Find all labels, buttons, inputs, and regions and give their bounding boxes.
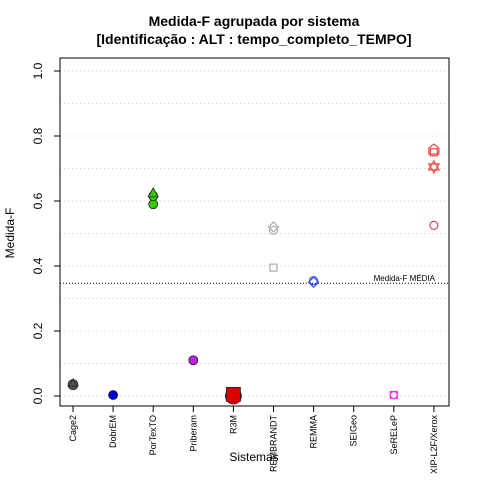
x-tick-label: SEIGeo xyxy=(349,415,359,447)
x-tick-label: DobrEM xyxy=(108,415,118,448)
y-axis-label: Medida-F xyxy=(3,208,17,259)
data-point xyxy=(389,390,398,400)
x-tick-label: XIP-L2F/Xerox xyxy=(429,415,439,475)
x-tick-label: R3M xyxy=(228,415,238,434)
data-point xyxy=(188,355,199,366)
data-point xyxy=(429,220,439,230)
x-axis-label: Sistemas xyxy=(229,450,278,464)
x-tick-label: PorTexTO xyxy=(148,415,158,455)
data-point xyxy=(147,187,159,198)
x-tick-label: Priberam xyxy=(188,415,198,452)
data-point xyxy=(307,276,320,289)
y-tick-label: 0.0 xyxy=(31,387,45,404)
chart-title-line2: [Identificação : ALT : tempo_completo_TE… xyxy=(96,31,411,47)
y-tick-label: 0.8 xyxy=(31,127,45,144)
data-point xyxy=(68,378,78,387)
plot-border xyxy=(59,57,450,407)
y-tick-label: 0.2 xyxy=(31,322,45,339)
data-point xyxy=(108,390,118,400)
data-point xyxy=(428,143,440,155)
data-point xyxy=(267,221,280,233)
x-tick-label: REMBRANDT xyxy=(269,415,279,473)
x-tick-label: Cage2 xyxy=(68,415,78,442)
chart-title-line1: Medida-F agrupada por sistema xyxy=(149,13,360,29)
plot-area: 0.0 0.2 0.4 0.6 0.8 1.0 Cage2 DobrEM PorTexTO Pri… xyxy=(31,57,450,475)
data-point xyxy=(225,386,241,402)
x-tick-label: SeRELeP xyxy=(389,415,399,455)
data-point xyxy=(429,148,438,157)
data-point xyxy=(148,199,159,210)
y-tick-label: 0.6 xyxy=(31,192,45,209)
data-point xyxy=(268,225,279,235)
mean-reference-label: Medida-F MÉDIA xyxy=(374,274,436,283)
y-tick-label: 0.4 xyxy=(31,257,45,274)
data-point xyxy=(269,263,278,272)
data-point xyxy=(427,159,441,175)
data-point xyxy=(389,390,398,400)
x-tick-label: REMMA xyxy=(309,415,319,449)
y-tick-label: 1.0 xyxy=(31,62,45,79)
